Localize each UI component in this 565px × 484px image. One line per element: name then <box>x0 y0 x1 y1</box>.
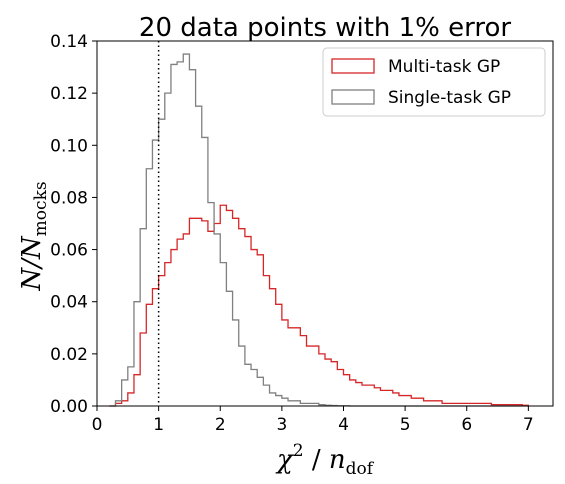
y-axis-label-main: N/N <box>17 235 47 292</box>
y-tick-label: 0.04 <box>50 293 88 313</box>
x-tick-label: 4 <box>338 415 349 435</box>
y-tick-label: 0.06 <box>50 241 88 261</box>
x-axis-label-subscript: dof <box>346 459 375 479</box>
chart-title: 20 data points with 1% error <box>139 13 511 43</box>
histogram-series-multi-task-gp <box>109 204 529 407</box>
x-tick-label: 7 <box>523 415 534 435</box>
y-tick-label: 0.14 <box>50 32 88 52</box>
x-tick-label: 2 <box>215 415 226 435</box>
x-tick-label: 3 <box>276 415 287 435</box>
legend-label-multi-task-gp: Multi-task GP <box>388 57 500 77</box>
svg-text:χ2 / ndof: χ2 / ndof <box>275 441 375 479</box>
y-axis-label-subscript: mocks <box>31 181 51 236</box>
y-tick-label: 0.00 <box>50 397 88 417</box>
legend: Multi-task GP Single-task GP <box>322 47 546 117</box>
x-tick-label: 0 <box>92 415 103 435</box>
y-tick-label: 0.10 <box>50 136 88 156</box>
y-tick-label: 0.08 <box>50 188 88 208</box>
svg-text:N/Nmocks: N/Nmocks <box>17 181 51 291</box>
x-axis-label-separator: / <box>304 445 329 475</box>
x-axis-label-main: χ <box>275 445 295 475</box>
legend-swatch-single-task-gp <box>331 89 375 105</box>
y-tick-label: 0.12 <box>50 84 88 104</box>
x-tick-label: 5 <box>400 415 411 435</box>
x-tick-label: 1 <box>153 415 164 435</box>
legend-swatch-multi-task-gp <box>331 58 375 74</box>
y-axis-label: N/Nmocks <box>17 181 51 291</box>
x-axis-label-variable: n <box>329 445 346 475</box>
x-tick-label: 6 <box>461 415 472 435</box>
plot-area: 0 1 2 3 4 5 6 7 0.00 0.02 0.04 0.06 0.08 0.10 0.12 0.14 <box>50 32 554 435</box>
axes-frame <box>96 40 554 407</box>
y-tick-label: 0.02 <box>50 345 88 365</box>
legend-label-single-task-gp: Single-task GP <box>388 88 511 108</box>
legend-frame <box>322 47 546 117</box>
x-axis-label-superscript: 2 <box>293 441 304 461</box>
x-axis-label: χ2 / ndof <box>275 441 375 479</box>
